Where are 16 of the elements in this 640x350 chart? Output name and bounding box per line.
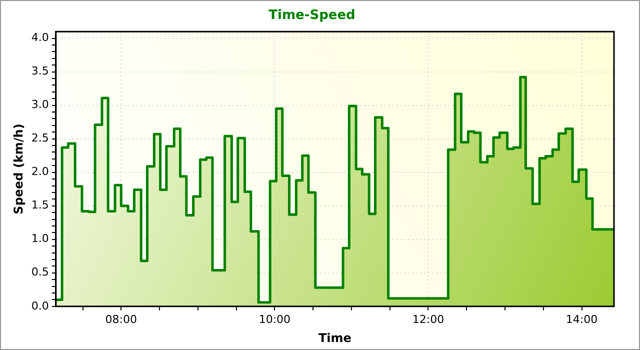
x-tick-label: 10:00 (258, 312, 291, 326)
y-tick-label: 3.5 (31, 64, 49, 78)
x-tick-label: 14:00 (566, 312, 598, 326)
y-tick-label: 0.5 (31, 266, 49, 279)
x-tick-label: 12:00 (412, 312, 444, 326)
y-axis-title: Speed (km/h) (11, 124, 26, 214)
y-tick-label: 1.5 (31, 198, 49, 212)
x-axis-title: Time (318, 330, 352, 345)
y-tick-label: 0.0 (31, 299, 49, 312)
chart-title: Time-Speed (268, 8, 356, 24)
y-tick-label: 4.0 (31, 31, 49, 44)
y-tick-label: 2.5 (31, 132, 49, 145)
x-tick-label: 08:00 (105, 312, 137, 326)
y-tick-label: 2.0 (31, 165, 49, 178)
y-tick-label: 1.0 (31, 232, 49, 246)
y-tick-label: 3.0 (31, 98, 49, 112)
